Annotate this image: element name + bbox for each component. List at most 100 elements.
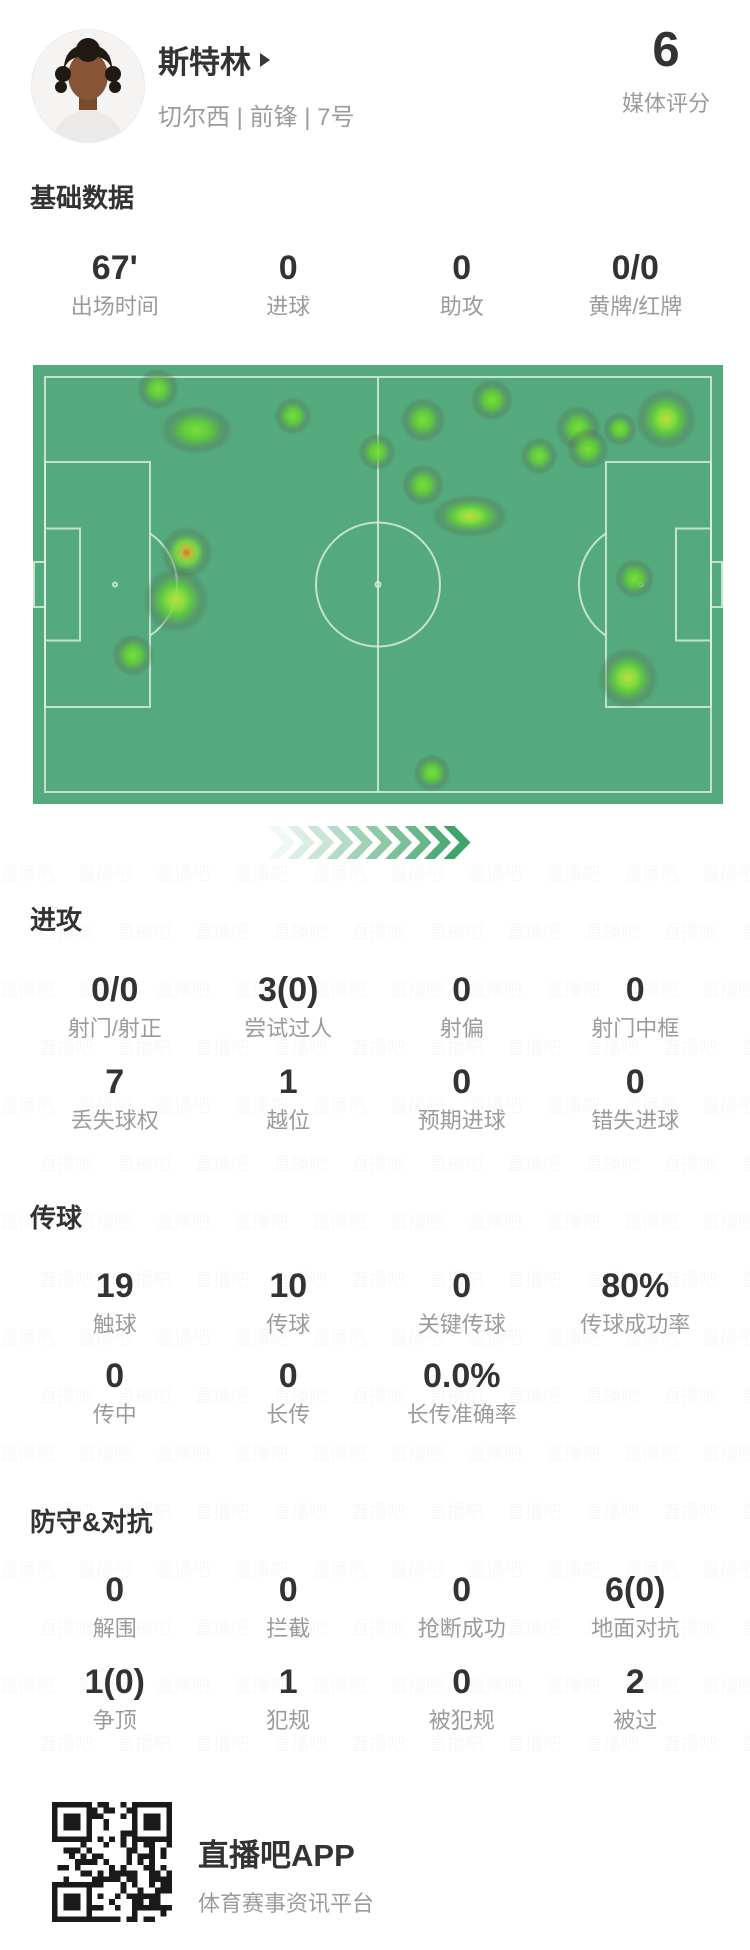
stat-label: 争顶 (92, 1708, 137, 1733)
watermark-text: 直播吧 (741, 1150, 750, 1176)
watermark-text: 直播吧 (702, 1208, 750, 1234)
pitch-markings (33, 376, 723, 793)
watermark-text: 直播吧 (234, 1440, 288, 1466)
watermark-text: 直播吧 (468, 860, 522, 886)
media-rating-label: 媒体评分 (621, 91, 710, 116)
stat-cell: 0 助攻 (375, 248, 549, 320)
watermark-text: 直播吧 (624, 1440, 678, 1466)
stat-cell: 1 犯规 (202, 1662, 376, 1734)
watermark-text: 直播吧 (624, 1208, 678, 1234)
section-title-attack: 进攻 (30, 905, 83, 935)
watermark-text: 直播吧 (156, 1440, 210, 1466)
section-title-basic: 基础数据 (30, 183, 135, 213)
watermark-text: 直播吧 (429, 1150, 483, 1176)
watermark-text: 直播吧 (546, 860, 600, 886)
stat-cell: 67' 出场时间 (28, 248, 202, 320)
watermark-text: 直播吧 (312, 1440, 366, 1466)
expand-arrow-icon (260, 53, 270, 67)
stat-cell: 0 错失进球 (549, 1062, 723, 1134)
watermark-text: 直播吧 (468, 1208, 522, 1234)
stat-cell: 0.0% 长传准确率 (375, 1356, 549, 1428)
stat-value: 2 (625, 1663, 645, 1701)
stat-value: 0 (278, 1357, 298, 1395)
watermark-text: 直播吧 (663, 1150, 717, 1176)
watermark-text: 直播吧 (39, 1150, 93, 1176)
stat-cell: 0 预期进球 (375, 1062, 549, 1134)
stat-label: 被过 (613, 1708, 658, 1733)
stat-value: 67' (91, 249, 138, 287)
stat-label: 越位 (266, 1108, 311, 1133)
passing-stats-row: 0 传中 0 长传 0.0% 长传准确率 (0, 1356, 750, 1428)
watermark-text: 直播吧 (546, 1440, 600, 1466)
stat-label: 拦截 (266, 1616, 311, 1641)
stat-cell: 0 进球 (202, 248, 376, 320)
watermark-text: 直播吧 (273, 1150, 327, 1176)
stat-label: 地面对抗 (591, 1616, 680, 1641)
stat-value: 7 (105, 1063, 125, 1101)
watermark-text: 直播吧 (429, 918, 483, 944)
stat-cell: 80% 传球成功率 (549, 1266, 723, 1338)
stat-cell: 0 传中 (28, 1356, 202, 1428)
watermark-text: 直播吧 (117, 918, 171, 944)
watermark-text: 直播吧 (702, 860, 750, 886)
stat-value: 1 (278, 1663, 298, 1701)
stat-cell (549, 1356, 723, 1428)
watermark-text: 直播吧 (0, 1440, 54, 1466)
stat-cell: 3(0) 尝试过人 (202, 970, 376, 1042)
stat-label: 尝试过人 (244, 1016, 333, 1041)
stat-value: 0 (452, 1063, 472, 1101)
stat-cell: 19 触球 (28, 1266, 202, 1338)
defense-stats-row: 0 解围 0 拦截 0 抢断成功 6(0) 地面对抗 (0, 1570, 750, 1642)
player-name-button[interactable]: 斯特林 (158, 40, 270, 80)
watermark-text: 直播吧 (156, 860, 210, 886)
stat-cell: 2 被过 (549, 1662, 723, 1734)
stat-value: 0 (278, 1571, 298, 1609)
stat-label: 出场时间 (70, 294, 159, 319)
stat-cell: 0 拦截 (202, 1570, 376, 1642)
app-qr-code (52, 1802, 172, 1922)
watermark-text: 直播吧 (741, 1498, 750, 1524)
stat-value: 3(0) (258, 971, 319, 1009)
watermark-text: 直播吧 (468, 1440, 522, 1466)
attack-stats-row: 0/0 射门/射正 3(0) 尝试过人 0 射偏 0 射门中框 (0, 970, 750, 1042)
stat-value: 0 (452, 249, 472, 287)
stat-label: 错失进球 (591, 1108, 680, 1133)
stat-cell: 1 越位 (202, 1062, 376, 1134)
watermark-text: 直播吧 (273, 918, 327, 944)
stat-value: 1 (278, 1063, 298, 1101)
watermark-text: 直播吧 (663, 918, 717, 944)
stat-value: 0 (452, 1267, 472, 1305)
stat-cell: 0 被犯规 (375, 1662, 549, 1734)
stat-value: 0.0% (423, 1357, 501, 1395)
stat-label: 传球 (266, 1312, 311, 1337)
stat-cell: 7 丢失球权 (28, 1062, 202, 1134)
watermark-text: 直播吧 (585, 1150, 639, 1176)
stat-label: 射偏 (439, 1016, 484, 1041)
qr-code-image (52, 1802, 172, 1922)
watermark-text: 直播吧 (429, 1498, 483, 1524)
watermark-text: 直播吧 (663, 1498, 717, 1524)
stat-value: 0/0 (91, 971, 139, 1009)
stat-value: 0 (625, 1063, 645, 1101)
stat-cell: 0 解围 (28, 1570, 202, 1642)
stat-value: 0 (105, 1357, 125, 1395)
stat-label: 触球 (92, 1312, 137, 1337)
defense-stats-row: 1(0) 争顶 1 犯规 0 被犯规 2 被过 (0, 1662, 750, 1734)
stat-value: 19 (95, 1267, 134, 1305)
watermark-text: 直播吧 (741, 918, 750, 944)
app-description: 体育赛事资讯平台 (198, 1891, 375, 1916)
player-avatar-image (32, 30, 144, 142)
player-name: 斯特林 (158, 44, 251, 80)
watermark-text: 直播吧 (78, 1208, 132, 1234)
watermark-text: 直播吧 (78, 860, 132, 886)
stat-cell: 6(0) 地面对抗 (549, 1570, 723, 1642)
watermark-text: 直播吧 (273, 1498, 327, 1524)
watermark-text: 直播吧 (78, 1440, 132, 1466)
basic-stats-row: 67' 出场时间 0 进球 0 助攻 0/0 黄牌/红牌 (0, 248, 750, 320)
watermark-text: 直播吧 (351, 918, 405, 944)
stat-label: 进球 (266, 294, 311, 319)
watermark-text: 直播吧 (195, 1498, 249, 1524)
stat-label: 长传准确率 (406, 1402, 517, 1427)
stat-label: 助攻 (439, 294, 484, 319)
stat-cell: 0 射门中框 (549, 970, 723, 1042)
